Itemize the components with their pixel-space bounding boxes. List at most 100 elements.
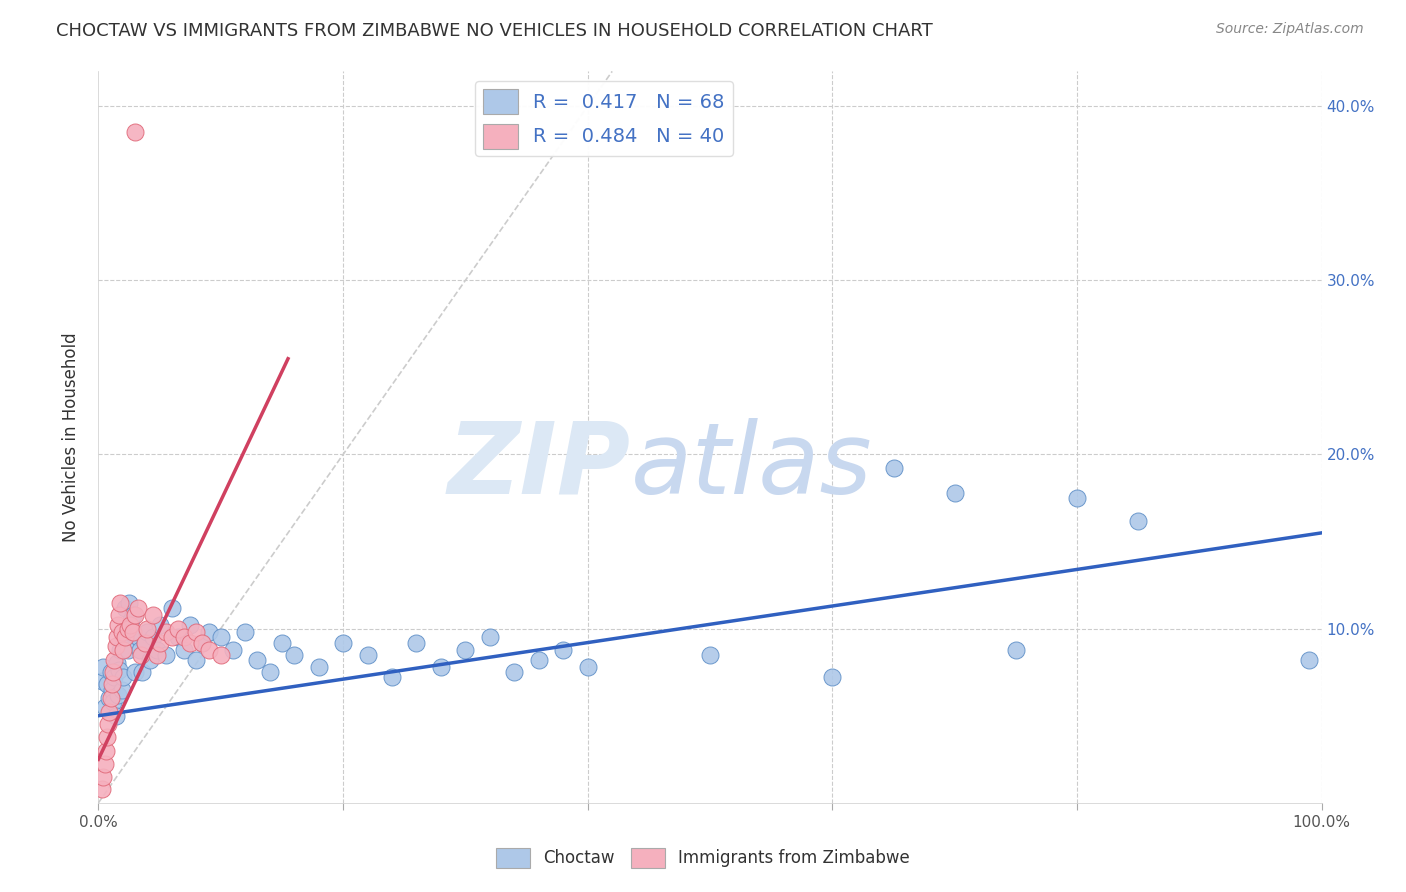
Point: [167, 631, 190, 645]
Point: [110, 595, 132, 609]
Point: [97, 717, 120, 731]
Point: [121, 607, 143, 622]
Point: [246, 653, 269, 667]
Point: [553, 642, 575, 657]
Point: [93, 757, 115, 772]
Point: [103, 670, 125, 684]
Point: [179, 618, 201, 632]
Point: [160, 631, 183, 645]
Point: [173, 631, 195, 645]
Point: [91, 673, 114, 688]
Point: [173, 642, 195, 657]
Point: [103, 653, 125, 667]
Point: [405, 635, 427, 649]
Point: [454, 642, 477, 657]
Point: [160, 600, 183, 615]
Legend: Choctaw, Immigrants from Zimbabwe: Choctaw, Immigrants from Zimbabwe: [489, 841, 917, 875]
Point: [209, 648, 232, 662]
Point: [105, 631, 128, 645]
Point: [332, 635, 354, 649]
Point: [108, 607, 131, 622]
Point: [527, 653, 550, 667]
Point: [120, 625, 142, 640]
Point: [155, 625, 177, 640]
Point: [883, 461, 905, 475]
Point: [111, 625, 134, 640]
Point: [149, 635, 172, 649]
Point: [134, 635, 156, 649]
Point: [118, 595, 141, 609]
Point: [821, 670, 844, 684]
Point: [146, 642, 169, 657]
Point: [699, 648, 721, 662]
Point: [129, 648, 152, 662]
Point: [101, 695, 124, 709]
Point: [111, 682, 134, 697]
Point: [124, 607, 146, 622]
Point: [111, 670, 134, 684]
Point: [129, 642, 152, 657]
Point: [1298, 653, 1320, 667]
Point: [503, 665, 526, 680]
Point: [943, 485, 966, 500]
Point: [111, 642, 134, 657]
Point: [98, 705, 121, 719]
Point: [1066, 491, 1088, 505]
Text: Source: ZipAtlas.com: Source: ZipAtlas.com: [1216, 22, 1364, 37]
Point: [186, 653, 208, 667]
Point: [155, 648, 177, 662]
Point: [134, 635, 156, 649]
Point: [91, 770, 114, 784]
Point: [121, 625, 143, 640]
Point: [101, 665, 124, 680]
Point: [93, 700, 115, 714]
Y-axis label: No Vehicles in Household: No Vehicles in Household: [62, 332, 80, 542]
Point: [131, 665, 153, 680]
Point: [146, 648, 169, 662]
Point: [478, 631, 501, 645]
Point: [233, 625, 256, 640]
Point: [381, 670, 404, 684]
Point: [110, 642, 132, 657]
Point: [222, 642, 245, 657]
Point: [209, 631, 232, 645]
Point: [576, 660, 599, 674]
Text: atlas: atlas: [630, 417, 872, 515]
Point: [127, 631, 149, 645]
Point: [105, 657, 128, 671]
Point: [107, 688, 129, 702]
Point: [191, 635, 214, 649]
Point: [149, 618, 172, 632]
Point: [142, 631, 165, 645]
Point: [120, 618, 142, 632]
Point: [115, 631, 138, 645]
Point: [114, 600, 136, 615]
Point: [96, 677, 118, 691]
Point: [1128, 514, 1150, 528]
Point: [91, 660, 114, 674]
Legend: R =  0.417   N = 68, R =  0.484   N = 40: R = 0.417 N = 68, R = 0.484 N = 40: [475, 81, 733, 156]
Point: [96, 730, 118, 744]
Point: [124, 665, 146, 680]
Point: [114, 631, 136, 645]
Point: [98, 691, 121, 706]
Point: [283, 648, 305, 662]
Point: [179, 635, 201, 649]
Point: [101, 682, 124, 697]
Point: [94, 743, 117, 757]
Point: [186, 625, 208, 640]
Point: [100, 665, 122, 680]
Point: [136, 622, 159, 636]
Point: [308, 660, 330, 674]
Point: [104, 639, 127, 653]
Point: [108, 664, 131, 678]
Point: [197, 625, 219, 640]
Point: [100, 691, 122, 706]
Point: [197, 642, 219, 657]
Point: [107, 618, 129, 632]
Text: CHOCTAW VS IMMIGRANTS FROM ZIMBABWE NO VEHICLES IN HOUSEHOLD CORRELATION CHART: CHOCTAW VS IMMIGRANTS FROM ZIMBABWE NO V…: [56, 22, 934, 40]
Point: [127, 600, 149, 615]
Point: [167, 622, 190, 636]
Point: [136, 625, 159, 640]
Point: [142, 607, 165, 622]
